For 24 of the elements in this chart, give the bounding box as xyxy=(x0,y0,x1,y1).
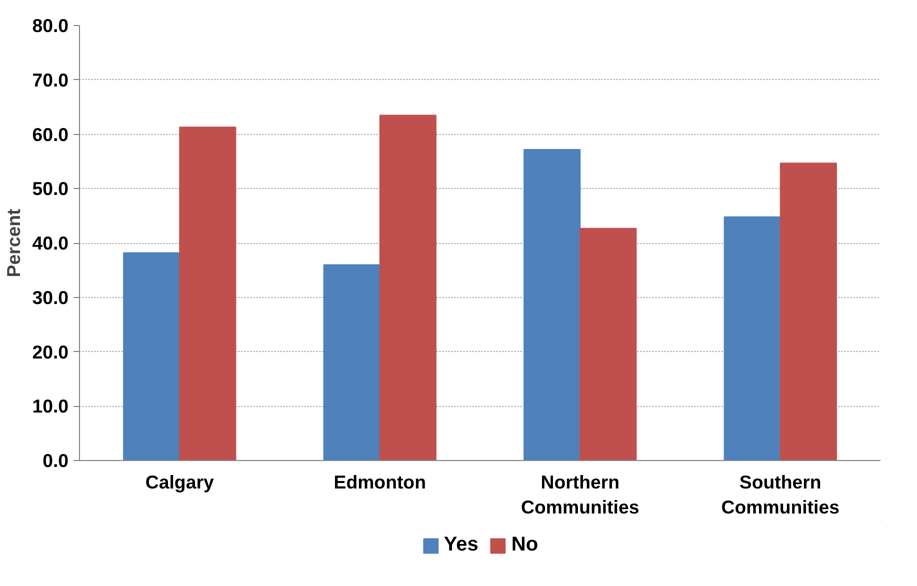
y-tick-label: 60.0 xyxy=(32,124,68,145)
y-tick-label: 70.0 xyxy=(32,69,68,90)
y-tick-label: 40.0 xyxy=(32,232,68,254)
bar xyxy=(580,228,637,460)
y-tick-label: 30.0 xyxy=(32,286,68,308)
y-tick-label: 0.0 xyxy=(42,450,69,471)
y-tick-label: 10.0 xyxy=(32,396,68,417)
x-tick-label: Northern Communities xyxy=(521,472,640,518)
y-tick-label: 80.0 xyxy=(32,15,68,36)
bar xyxy=(724,216,781,460)
y-tick-label: 20.0 xyxy=(32,341,68,362)
y-tick-label: 50.0 xyxy=(32,178,68,200)
legend-label: No xyxy=(511,534,538,556)
bar xyxy=(123,252,180,460)
bar xyxy=(323,264,380,460)
x-tick-label: Calgary xyxy=(145,472,214,492)
bar xyxy=(179,126,236,460)
y-axis-title: Percent xyxy=(3,208,24,278)
x-tick-label: Edmonton xyxy=(334,472,426,492)
bar xyxy=(524,148,581,460)
x-tick-label: Southern Communities xyxy=(721,472,840,518)
bar xyxy=(379,114,436,460)
bar xyxy=(780,162,837,460)
legend-label: Yes xyxy=(444,534,478,556)
